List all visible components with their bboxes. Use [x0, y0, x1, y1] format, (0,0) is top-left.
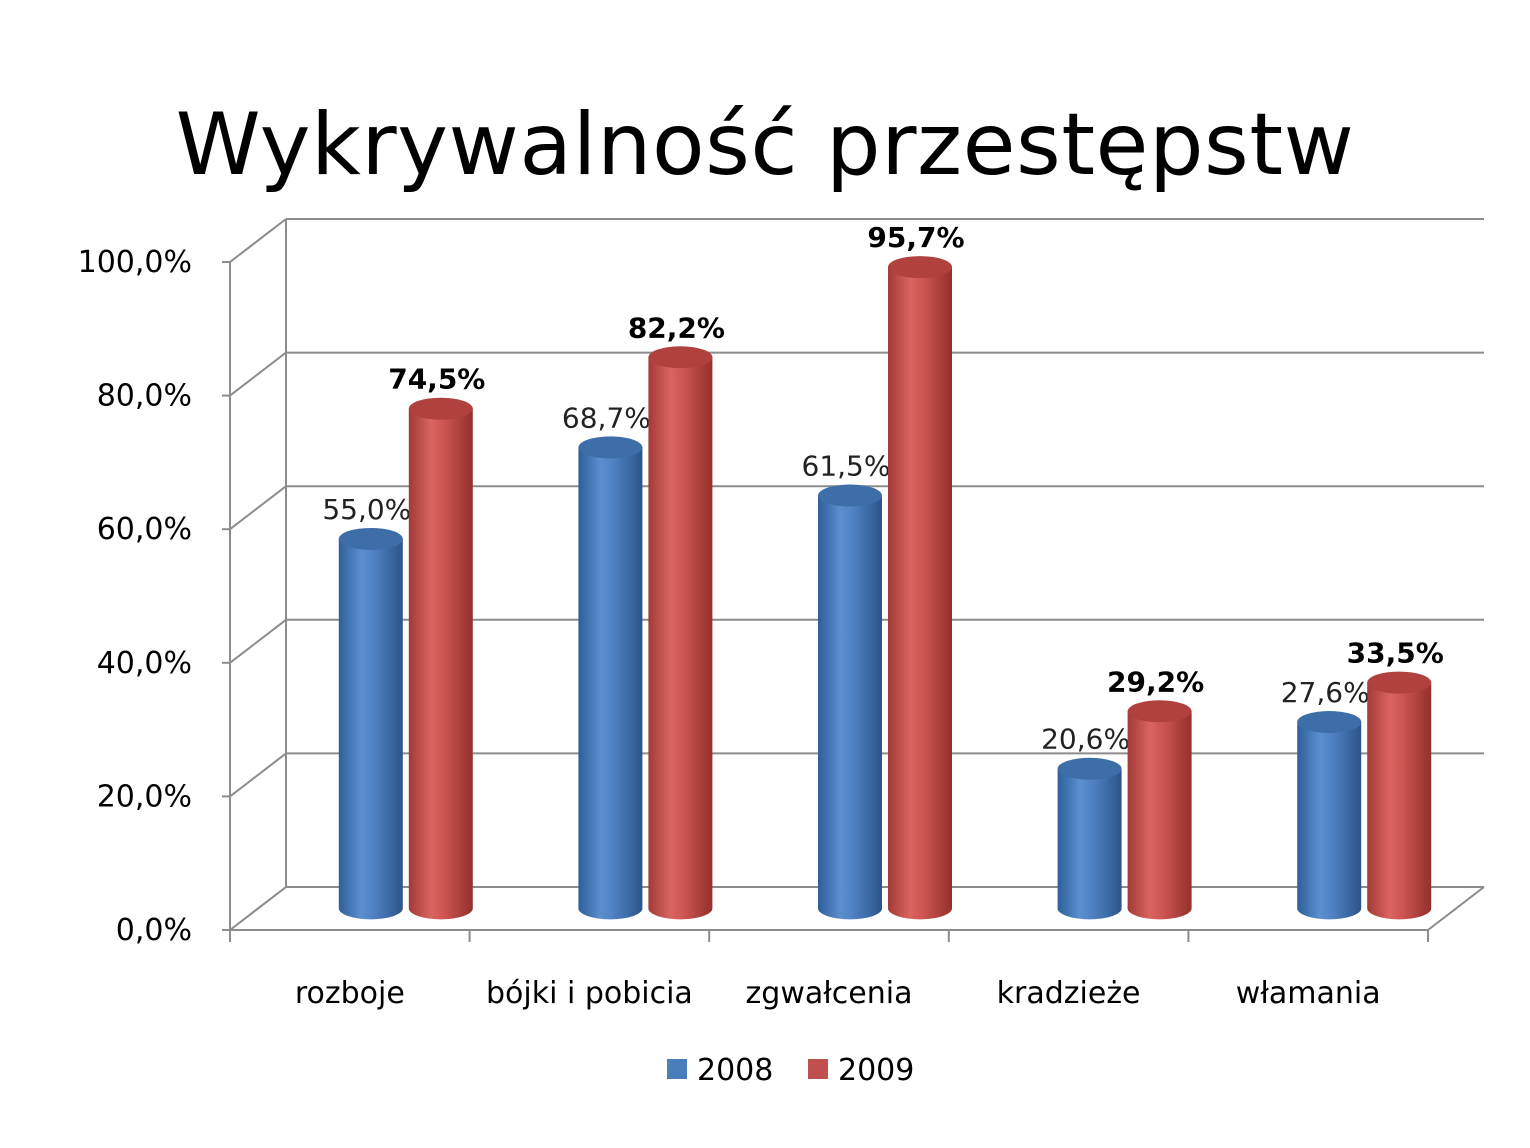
x-tick-label: zgwałcenia	[746, 976, 913, 1011]
bar-body	[1367, 682, 1432, 920]
legend-label: 2008	[697, 1053, 773, 1088]
data-label: 29,2%	[1107, 665, 1204, 698]
side-gridline	[229, 886, 287, 931]
side-gridline	[229, 752, 287, 798]
data-label: 55,0%	[322, 493, 411, 526]
bar-body	[338, 538, 403, 920]
side-gridline	[229, 351, 287, 397]
chart-title: Wykrywalność przestępstw	[175, 95, 1355, 195]
bar-top	[578, 436, 643, 459]
bar-top	[338, 527, 403, 550]
bar: 61,5%	[802, 450, 891, 920]
bars: 55,0% 74,5% 68,7% 82,2% 61,5% 95,7% 20,6% 29,2%…	[322, 221, 1444, 920]
bar-body	[408, 408, 473, 920]
data-label: 68,7%	[562, 401, 651, 434]
bar: 82,2%	[628, 311, 725, 920]
legend-swatch	[667, 1059, 687, 1079]
side-gridline	[229, 218, 287, 263]
bar-body	[818, 495, 882, 920]
bar-top	[1367, 671, 1432, 694]
bar-top	[888, 256, 952, 279]
bar: 95,7%	[867, 221, 965, 920]
bar-body	[1057, 768, 1122, 920]
y-tick-label: 100,0%	[78, 245, 192, 280]
y-tick-label: 80,0%	[97, 379, 192, 414]
y-axis: 0,0% 20,0% 40,0% 60,0% 80,0% 100,0%	[78, 245, 230, 948]
bar-top	[818, 484, 882, 507]
bar-top	[1057, 757, 1122, 780]
data-label: 61,5%	[802, 450, 891, 483]
bar-body	[888, 267, 952, 920]
data-label: 33,5%	[1347, 637, 1444, 670]
x-tick-label: kradzieże	[997, 976, 1141, 1011]
bar-top	[648, 346, 713, 369]
bar: 74,5%	[388, 363, 485, 920]
floor-edge	[1427, 886, 1485, 931]
y-tick-label: 0,0%	[116, 913, 192, 948]
y-tick-label: 20,0%	[97, 779, 192, 814]
data-label: 82,2%	[628, 311, 725, 344]
bar: 33,5%	[1347, 637, 1444, 920]
bar-top	[1297, 710, 1362, 733]
legend-swatch	[808, 1059, 828, 1079]
side-gridline	[229, 619, 287, 664]
y-tick-label: 40,0%	[97, 646, 192, 681]
bar: 27,6%	[1281, 676, 1370, 920]
data-label: 20,6%	[1041, 723, 1130, 756]
data-label: 74,5%	[388, 363, 485, 396]
bar-body	[1127, 711, 1192, 920]
bar: 29,2%	[1107, 665, 1204, 920]
bar: 20,6%	[1041, 723, 1130, 920]
side-gridline	[229, 485, 287, 530]
bar-top	[408, 397, 473, 420]
bar-body	[578, 447, 643, 920]
x-tick-label: bójki i pobicia	[486, 976, 693, 1011]
bar-body	[648, 357, 713, 920]
data-label: 27,6%	[1281, 676, 1370, 709]
x-tick-label: włamania	[1236, 976, 1381, 1011]
x-tick-label: rozboje	[295, 976, 405, 1011]
y-tick-label: 60,0%	[97, 512, 192, 547]
chart-walls	[229, 218, 1485, 931]
x-axis: rozboje bójki i pobicia zgwałcenia kradzież…	[229, 930, 1429, 1011]
data-label: 95,7%	[867, 221, 964, 254]
legend-label: 2009	[838, 1053, 914, 1088]
bar-top	[1127, 700, 1192, 723]
bar-body	[1297, 721, 1362, 920]
legend: 2008 2009	[667, 1053, 914, 1088]
bar: 68,7%	[562, 401, 651, 920]
bar: 55,0%	[322, 493, 411, 920]
